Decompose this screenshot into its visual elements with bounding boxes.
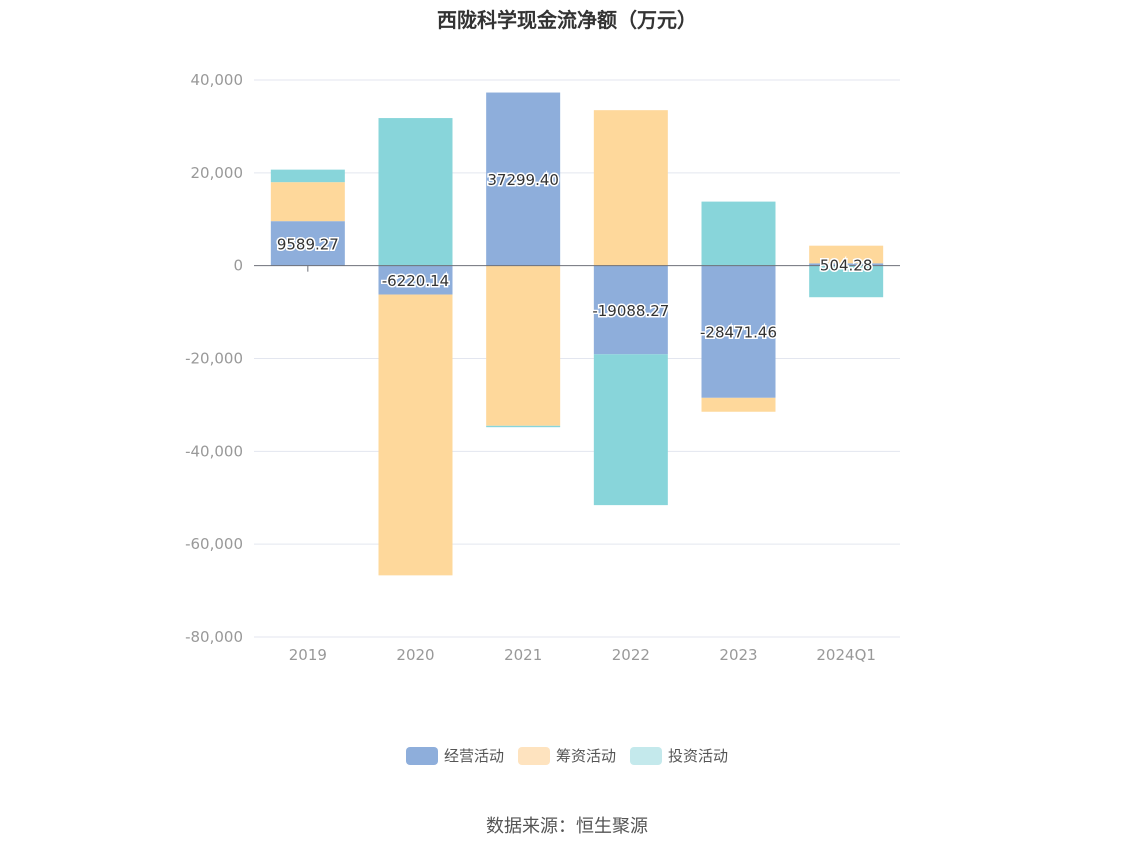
legend-item[interactable]: 投资活动 (630, 745, 728, 766)
bar-segment[interactable] (486, 425, 561, 428)
x-axis (254, 265, 900, 272)
bar-segment[interactable] (593, 110, 668, 266)
legend-item[interactable]: 经营活动 (405, 745, 504, 766)
bar-segment[interactable] (486, 265, 561, 426)
data-label: -6220.14 (382, 272, 449, 290)
bar-segment[interactable] (378, 118, 453, 266)
legend-swatch (517, 746, 550, 765)
x-tick-label: 2021 (504, 646, 542, 664)
y-tick-label: 0 (233, 257, 243, 275)
legend-swatch (630, 746, 662, 765)
bars (270, 92, 884, 576)
legend-label: 筹资活动 (555, 747, 616, 765)
y-tick-label: 20,000 (191, 164, 244, 182)
bar-segment[interactable] (378, 265, 453, 295)
data-label: 504.28 (820, 256, 873, 274)
bar-segment[interactable] (809, 245, 884, 264)
y-tick-label: 40,000 (191, 71, 244, 89)
data-labels: 9589.27 -6220.14 37299.40 -19088.27 -28471.4… (275, 170, 874, 344)
legend: 经营活动 筹资活动 投资活动 (0, 745, 1134, 766)
data-label: 37299.40 (487, 171, 559, 189)
y-axis-tick-labels: 40,000 20,000 0 -20,000 -40,000 -60,000 -80,00… (185, 71, 243, 646)
bar-segment[interactable] (701, 265, 776, 398)
legend-label: 经营活动 (443, 747, 504, 765)
bar-segment[interactable] (701, 397, 776, 412)
data-label: -19088.27 (592, 302, 669, 320)
legend-item[interactable]: 筹资活动 (517, 745, 616, 766)
x-tick-label: 2024Q1 (816, 646, 876, 664)
bar-segment[interactable] (701, 201, 776, 266)
data-label: -28471.46 (700, 324, 777, 342)
x-axis-tick-labels: 2019 2020 2021 2022 2023 2024Q1 (289, 646, 876, 664)
legend-label: 投资活动 (668, 747, 729, 765)
bar-segment[interactable] (593, 354, 668, 506)
bar-segment[interactable] (809, 265, 884, 298)
x-tick-label: 2022 (612, 646, 650, 664)
x-tick-label: 2023 (719, 646, 757, 664)
y-tick-label: -40,000 (185, 442, 243, 460)
chart-title: 西陇科学现金流净额（万元） (437, 8, 697, 32)
y-tick-label: -20,000 (185, 350, 243, 368)
bar-segment[interactable] (270, 169, 345, 183)
x-tick-label: 2019 (289, 646, 327, 664)
bar-segment[interactable] (809, 263, 884, 266)
data-source-note: 数据来源：恒生聚源 (486, 816, 648, 837)
y-tick-label: -60,000 (185, 535, 243, 553)
data-label: 9589.27 (277, 235, 339, 253)
bar-segment[interactable] (593, 265, 668, 355)
legend-swatch (405, 746, 438, 765)
bar-segment[interactable] (270, 182, 345, 222)
x-tick-label: 2020 (396, 646, 434, 664)
bar-segment[interactable] (486, 92, 561, 266)
bar-segment[interactable] (270, 221, 345, 266)
y-tick-label: -80,000 (185, 628, 243, 646)
grid-lines (254, 79, 900, 638)
bar-segment[interactable] (378, 294, 453, 576)
